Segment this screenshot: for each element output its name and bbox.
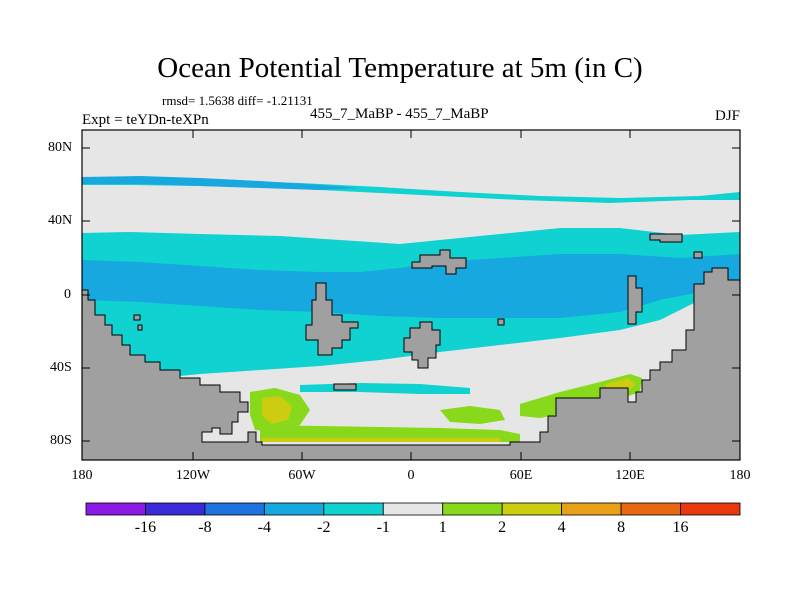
land-africa [305, 282, 359, 356]
warm-region-south-west-inner [262, 396, 292, 424]
colorbar-label: 16 [672, 519, 689, 536]
colorbar-label: 2 [498, 519, 507, 536]
colorbar-swatch [680, 502, 741, 516]
stats-label: rmsd= 1.5638 diff= -1.21131 [162, 93, 313, 108]
ylabel-40n: 40N [48, 213, 73, 228]
colorbar-label: -1 [376, 519, 390, 536]
comparison-label: 455_7_MaBP - 455_7_MaBP [310, 106, 489, 122]
land-eurasia-small [411, 249, 467, 275]
xlabel-180-left: 180 [71, 468, 93, 483]
map-title: Ocean Potential Temperature at 5m (in C) [157, 52, 643, 84]
colorbar-label: -4 [257, 519, 272, 536]
colorbar-swatch [561, 502, 622, 516]
land-east-c [693, 251, 703, 259]
colorbar-label: -2 [317, 519, 331, 536]
xlabel-60e: 60E [509, 468, 533, 483]
colorbar-label: -8 [198, 519, 212, 536]
xlabel-0: 0 [407, 468, 415, 483]
warm-region-south-center [260, 425, 520, 442]
ylabel-0: 0 [64, 287, 71, 302]
ylabel-40s: 40S [50, 360, 72, 375]
land-masses [81, 233, 741, 461]
cool-band-tropical-dark [82, 254, 740, 318]
colorbar-swatch [323, 502, 384, 516]
xlabel-60w: 60W [288, 468, 316, 483]
land-small-2 [137, 324, 143, 331]
tick-marks [82, 130, 740, 460]
cool-band-north-dark [82, 176, 360, 190]
warm-region-south-mid [440, 406, 505, 424]
colorbar-label: 8 [617, 519, 626, 536]
colorbar-swatch [204, 502, 265, 516]
colorbar-swatch [145, 502, 206, 516]
colorbar-label: 1 [438, 519, 447, 536]
colorbar-swatch [620, 502, 681, 516]
xlabel-120w: 120W [175, 468, 211, 483]
xlabel-180-right: 180 [729, 468, 751, 483]
colorbar-label: 4 [557, 519, 566, 536]
land-americas-south [81, 267, 741, 461]
warm-strip-south [262, 438, 500, 442]
colorbar-swatch [85, 502, 146, 516]
experiment-label: Expt = teYDn-teXPn [82, 112, 209, 128]
ylabel-80s: 80S [50, 433, 72, 448]
land-small-4 [333, 383, 357, 391]
season-label: DJF [714, 108, 740, 124]
map-plot [81, 129, 741, 461]
land-east-a [627, 275, 643, 325]
colorbar-swatch [442, 502, 503, 516]
xlabel-120e: 120E [615, 468, 645, 483]
land-island-a [403, 321, 441, 369]
land-small-3 [497, 318, 505, 326]
colorbar-swatch [501, 502, 563, 516]
land-small-1 [133, 314, 141, 321]
colorbar [85, 502, 741, 516]
ylabel-80n: 80N [48, 140, 73, 155]
land-east-b [649, 233, 683, 243]
colorbar-swatch [263, 502, 325, 516]
colorbar-swatch [382, 502, 444, 516]
colorbar-label: -16 [134, 519, 157, 536]
